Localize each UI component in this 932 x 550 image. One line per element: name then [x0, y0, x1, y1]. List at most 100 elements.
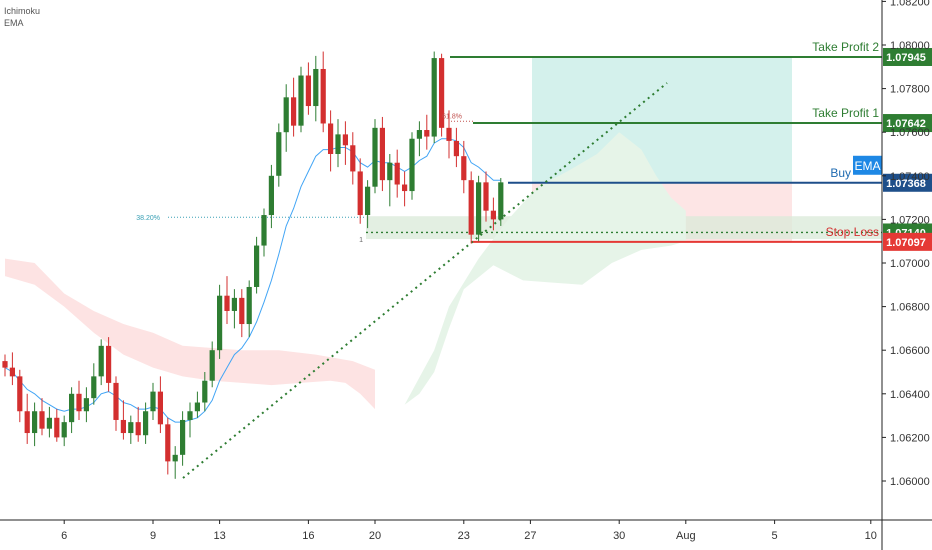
candle [91, 363, 97, 405]
candle-body [320, 68, 326, 124]
candle [17, 369, 23, 423]
cloud-green [404, 132, 686, 405]
candle [476, 175, 482, 242]
candle-body [224, 295, 230, 311]
candle-body [209, 350, 215, 381]
candle-body [157, 391, 163, 425]
candle [46, 406, 52, 438]
candle [483, 171, 489, 222]
candle [202, 372, 208, 412]
candle-body [135, 422, 141, 436]
candle [291, 77, 297, 137]
candle [231, 289, 237, 329]
x-tick-label: 27 [524, 530, 536, 542]
x-tick-label: Aug [676, 530, 696, 542]
candle-body [54, 417, 60, 438]
candle-body [461, 156, 467, 181]
candle-body [387, 162, 393, 181]
y-tick-label: 1.06800 [890, 302, 930, 314]
candle [39, 398, 45, 436]
candle [379, 116, 385, 192]
candle [461, 140, 467, 194]
candle [409, 132, 415, 200]
candle-body [76, 393, 82, 412]
x-tick-label: 10 [865, 530, 877, 542]
candle [365, 180, 371, 229]
candle [106, 337, 112, 392]
stop-loss-label: Stop Loss [826, 225, 879, 239]
candle [217, 284, 223, 359]
ema-badge-text: EMA [854, 159, 880, 173]
candles [2, 51, 504, 479]
candle [254, 236, 260, 294]
buy-label: Buy [830, 166, 851, 180]
take-profit-2-price-tag-bg [883, 47, 932, 66]
candle-body [254, 245, 260, 287]
candle-body [424, 130, 430, 137]
ema-badge-bg [853, 155, 882, 175]
y-tick-label: 1.08200 [890, 0, 930, 8]
x-tick-label: 16 [302, 530, 314, 542]
candle-body [246, 286, 252, 325]
x-tick-label: 30 [613, 530, 625, 542]
candle [120, 400, 126, 440]
candle-body [165, 424, 171, 462]
candle [453, 127, 459, 168]
candle [439, 53, 445, 137]
candle-body [313, 68, 319, 107]
candle [54, 409, 60, 442]
candle-body [180, 419, 186, 455]
candle-body [394, 162, 400, 185]
x-tick-label: 20 [369, 530, 381, 542]
candle-body [61, 422, 67, 438]
candle [387, 154, 393, 207]
candle-body [283, 97, 289, 133]
candle-body [143, 411, 149, 436]
candle [268, 164, 274, 229]
candle [498, 177, 504, 226]
y-tick-label: 1.06000 [890, 476, 930, 488]
candle [261, 208, 267, 257]
candle-body [453, 140, 459, 157]
buy-price-tag-bg [883, 173, 932, 192]
candle-body [202, 380, 208, 403]
trendline [182, 82, 668, 479]
candle [76, 380, 82, 420]
candle [342, 121, 348, 165]
take-profit-2-label: Take Profit 2 [812, 40, 879, 54]
fib-618-label: 61.8% [442, 113, 462, 120]
candle [328, 110, 334, 172]
profit-zone [532, 56, 792, 183]
stop-loss-price-tag-bg [883, 232, 932, 251]
candle [128, 415, 134, 444]
take-profit-1-label: Take Profit 1 [812, 106, 879, 120]
candle-body [69, 393, 75, 423]
candle [305, 62, 311, 115]
candle [276, 123, 282, 187]
y-tick-label: 1.06600 [890, 345, 930, 357]
candle-body [350, 145, 356, 172]
candle-body [239, 297, 245, 325]
candle [298, 66, 304, 133]
candle-body [32, 411, 38, 434]
candle [313, 55, 319, 122]
y-tick-label: 1.07000 [890, 258, 930, 270]
candle [424, 114, 430, 150]
candle-body [431, 58, 437, 137]
candle [320, 51, 326, 133]
take-profit-1-price-tag-bg [883, 114, 932, 133]
candle [394, 149, 400, 198]
candle-body [17, 376, 23, 412]
candle [372, 119, 378, 194]
candle [194, 391, 200, 418]
candle-body [187, 411, 193, 420]
candle-body [9, 367, 15, 377]
candle [113, 376, 119, 431]
candle [165, 417, 171, 475]
x-tick-label: 9 [150, 530, 156, 542]
y-tick-label: 1.06400 [890, 389, 930, 401]
candle-body [342, 134, 348, 146]
buy-price-tag-text: 1.07368 [886, 178, 926, 190]
candle-body [106, 345, 112, 383]
candle-body [298, 75, 304, 126]
